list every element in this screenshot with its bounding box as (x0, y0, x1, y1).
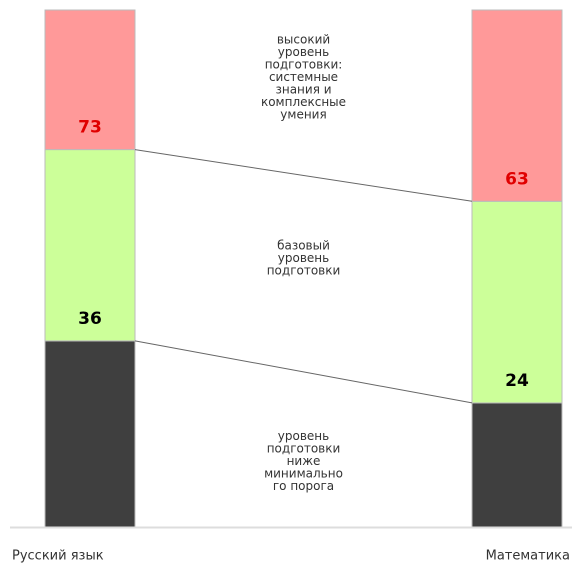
zone-segment (44, 9, 136, 151)
zone-segment (471, 402, 563, 528)
zone-label: го порога (273, 479, 334, 493)
threshold-connector (134, 149, 473, 202)
zone-label: ниже (287, 454, 321, 468)
threshold-label: 73 (78, 118, 102, 138)
zone-label: комплексные (261, 95, 346, 109)
x-tick-label: Русский язык (12, 549, 104, 564)
zone-label: высокий (277, 33, 330, 47)
zone-segment (44, 340, 136, 528)
threshold-label: 63 (505, 169, 529, 189)
zone-segment (471, 9, 563, 202)
zone-label: системные (269, 70, 338, 84)
threshold-connector (134, 340, 473, 404)
zone-label: уровень (278, 251, 329, 265)
zone-label: подготовки (267, 264, 341, 278)
zone-label: базовый (277, 239, 330, 253)
zone-label: подготовки: (265, 58, 343, 72)
zone-label: подготовки (267, 441, 341, 455)
zone-label: уровень (278, 45, 329, 59)
threshold-label: 36 (78, 309, 102, 329)
zone-label: умения (280, 108, 326, 122)
zone-label: знания и (275, 83, 331, 97)
zone-label: минимально (264, 466, 343, 480)
zone-segment (44, 149, 136, 342)
threshold-label: 24 (505, 371, 529, 391)
x-tick-label: Математика (486, 549, 570, 564)
zone-label: уровень (278, 429, 329, 443)
